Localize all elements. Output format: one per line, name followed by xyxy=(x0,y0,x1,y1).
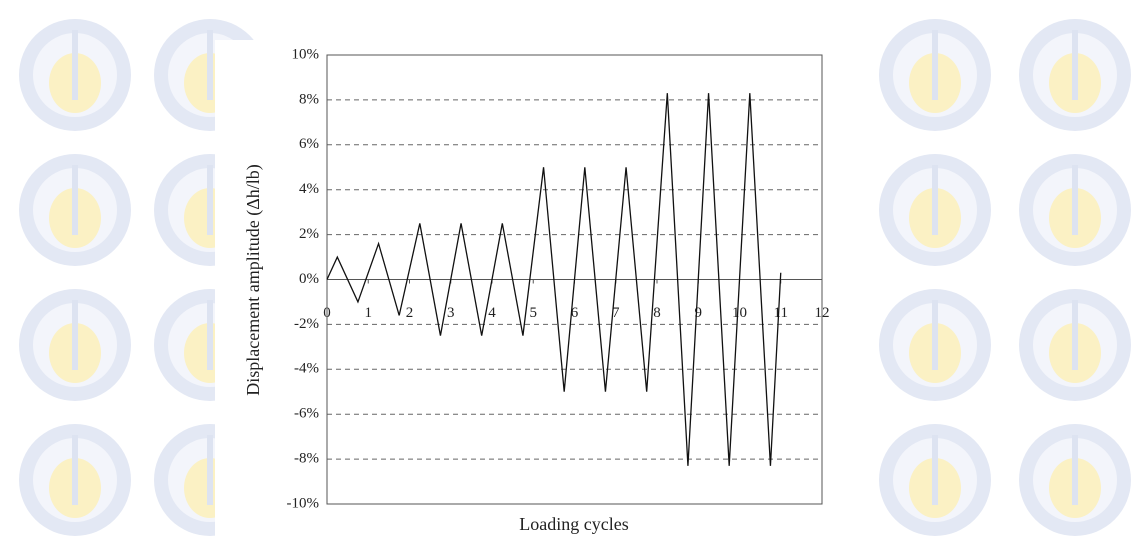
x-tick-label: 5 xyxy=(530,305,538,321)
y-tick-label: -2% xyxy=(294,316,319,332)
x-tick-label: 1 xyxy=(365,305,373,321)
y-tick-label: -4% xyxy=(294,361,319,377)
y-tick-label: -10% xyxy=(287,495,320,511)
y-tick-label: 2% xyxy=(299,226,319,242)
x-tick-label: 10 xyxy=(732,305,747,321)
y-tick-label: 0% xyxy=(299,271,319,287)
x-tick-label: 8 xyxy=(653,305,661,321)
x-tick-label: 2 xyxy=(406,305,414,321)
x-tick-label: 9 xyxy=(695,305,703,321)
y-tick-label: 4% xyxy=(299,181,319,197)
x-tick-label: 3 xyxy=(447,305,455,321)
chart-panel xyxy=(215,40,860,543)
y-tick-label: 6% xyxy=(299,136,319,152)
x-tick-label: 7 xyxy=(612,305,620,321)
data-line xyxy=(326,93,782,466)
y-tick-label: 8% xyxy=(299,91,319,107)
y-tick-label: -6% xyxy=(294,406,319,422)
y-axis-label: Displacement amplitude (Δh/lb) xyxy=(243,164,264,396)
x-axis-label: Loading cycles xyxy=(519,514,628,534)
x-tick-label: 4 xyxy=(488,305,496,321)
y-tick-label: -8% xyxy=(294,451,319,467)
x-tick-label: 11 xyxy=(774,305,788,321)
y-tick-label: 10% xyxy=(292,46,320,62)
x-tick-label: 6 xyxy=(571,305,579,321)
